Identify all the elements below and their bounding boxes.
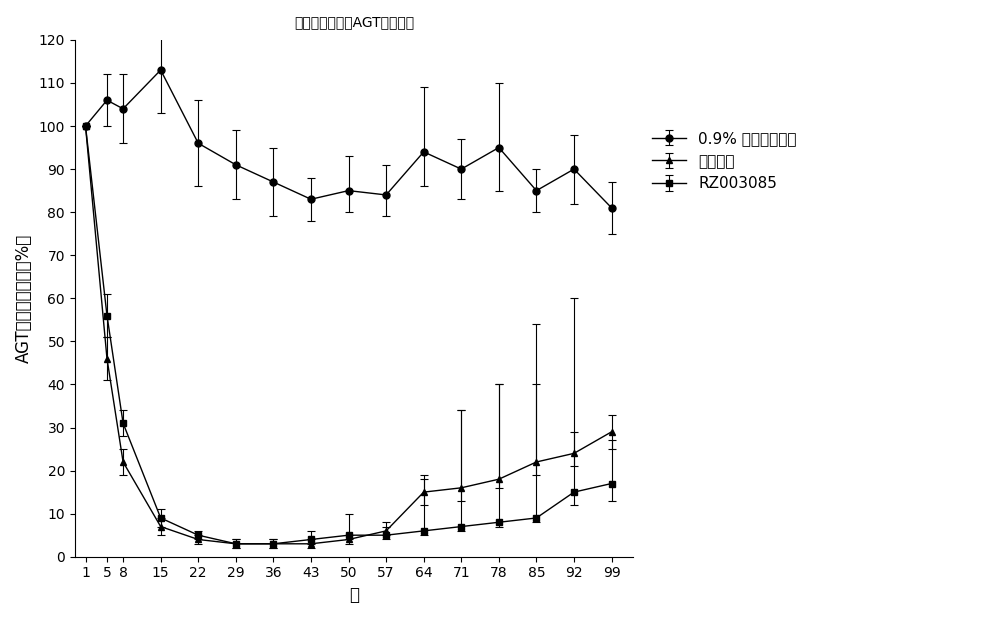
Title: 食蟹猴血清中的AGT蛋白水平: 食蟹猴血清中的AGT蛋白水平 (294, 15, 414, 29)
X-axis label: 天: 天 (349, 586, 359, 604)
Legend: 0.9% 氯化钠注射液, 阳性对照, RZ003085: 0.9% 氯化钠注射液, 阳性对照, RZ003085 (646, 125, 803, 197)
Y-axis label: AGT蛋白相对水平（%）: AGT蛋白相对水平（%） (15, 234, 33, 363)
